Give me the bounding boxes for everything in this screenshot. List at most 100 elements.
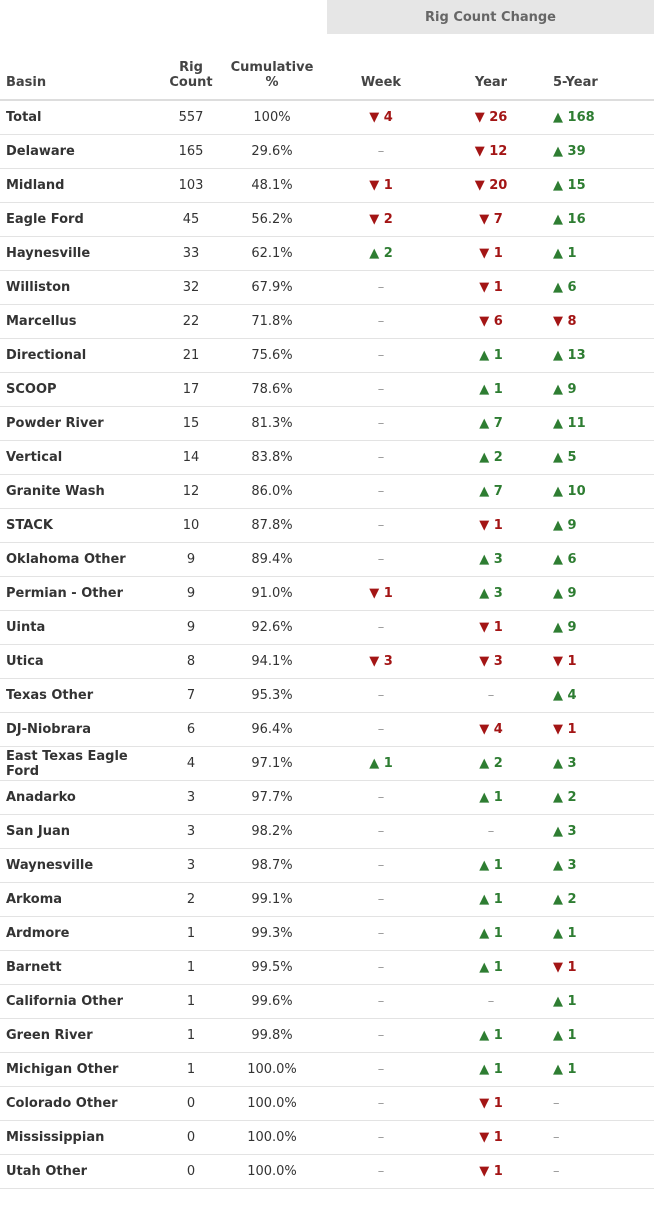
table-cell: ▲ 11 <box>542 406 654 441</box>
table-cell: ▼ 1 <box>542 644 654 679</box>
table-cell: 1 <box>160 984 222 1019</box>
table-cell: 100.0% <box>222 1154 322 1189</box>
table-cell: 99.5% <box>222 950 322 985</box>
table-cell: – <box>322 1120 440 1155</box>
table-cell: 22 <box>160 304 222 339</box>
table-cell: 1 <box>160 1018 222 1053</box>
table-cell: ▲ 3 <box>440 576 542 611</box>
table-cell: 9 <box>160 576 222 611</box>
table-cell: Arkoma <box>0 882 160 917</box>
table-cell: Michigan Other <box>0 1052 160 1087</box>
table-cell: ▲ 1 <box>542 1052 654 1087</box>
table-cell: ▲ 5 <box>542 440 654 475</box>
table-cell: ▼ 4 <box>322 100 440 135</box>
table-cell: 92.6% <box>222 610 322 645</box>
table-cell: ▼ 12 <box>440 134 542 169</box>
table-cell: – <box>322 134 440 169</box>
table-cell: ▲ 7 <box>440 474 542 509</box>
table-cell: – <box>322 508 440 543</box>
table-cell: 29.6% <box>222 134 322 169</box>
table-cell: – <box>322 440 440 475</box>
table-cell: Utica <box>0 644 160 679</box>
table-cell: – <box>322 712 440 747</box>
table-cell: Vertical <box>0 440 160 475</box>
table-cell: – <box>322 1154 440 1189</box>
column-header: Cumulative % <box>222 34 322 101</box>
table-cell: 99.6% <box>222 984 322 1019</box>
table-cell: – <box>322 984 440 1019</box>
table-cell: 33 <box>160 236 222 271</box>
table-cell: 1 <box>160 916 222 951</box>
table-cell: 100.0% <box>222 1052 322 1087</box>
table-cell: ▼ 8 <box>542 304 654 339</box>
table-cell: ▲ 1 <box>440 848 542 883</box>
table-cell: – <box>322 1086 440 1121</box>
table-cell: Anadarko <box>0 780 160 815</box>
table-cell: ▲ 1 <box>440 882 542 917</box>
table-row: East Texas Eagle Ford 4 97.1% ▲ 1 ▲ 2 ▲ 3 <box>0 746 654 781</box>
table-cell: 103 <box>160 168 222 203</box>
table-cell: ▼ 2 <box>322 202 440 237</box>
table-cell: 21 <box>160 338 222 373</box>
table-cell: – <box>440 814 542 849</box>
table-cell: 100.0% <box>222 1086 322 1121</box>
table-cell: ▲ 3 <box>542 814 654 849</box>
table-row: Granite Wash 12 86.0% – ▲ 7 ▲ 10 <box>0 474 654 509</box>
table-cell: 100% <box>222 100 322 135</box>
table-row: San Juan 3 98.2% – – ▲ 3 <box>0 814 654 849</box>
table-cell: ▼ 1 <box>322 168 440 203</box>
table-row: Williston 32 67.9% – ▼ 1 ▲ 6 <box>0 270 654 305</box>
table-cell: ▼ 1 <box>440 508 542 543</box>
table-cell: – <box>322 372 440 407</box>
table-cell: – <box>322 474 440 509</box>
table-cell: ▲ 7 <box>440 406 542 441</box>
table-cell: San Juan <box>0 814 160 849</box>
table-row: Waynesville 3 98.7% – ▲ 1 ▲ 3 <box>0 848 654 883</box>
table-cell: Delaware <box>0 134 160 169</box>
table-cell: Green River <box>0 1018 160 1053</box>
table-cell: 98.2% <box>222 814 322 849</box>
table-cell: 0 <box>160 1120 222 1155</box>
table-cell: ▲ 1 <box>440 950 542 985</box>
table-cell: ▼ 1 <box>440 1086 542 1121</box>
table-row: Colorado Other 0 100.0% – ▼ 1– <box>0 1086 654 1121</box>
table-cell: California Other <box>0 984 160 1019</box>
table-cell: 8 <box>160 644 222 679</box>
table-row: STACK 10 87.8% – ▼ 1 ▲ 9 <box>0 508 654 543</box>
table-cell: ▲ 3 <box>542 746 654 781</box>
table-cell: ▲ 4 <box>542 678 654 713</box>
table-cell: – <box>322 780 440 815</box>
table-row: Utica 8 94.1% ▼ 3 ▼ 3 ▼ 1 <box>0 644 654 679</box>
table-cell: – <box>322 1052 440 1087</box>
table-cell: 12 <box>160 474 222 509</box>
group-title: Rig Count Change <box>327 0 654 34</box>
table-cell: 15 <box>160 406 222 441</box>
column-header: Year <box>440 34 542 101</box>
table-cell: ▲ 2 <box>322 236 440 271</box>
table-row: Uinta 9 92.6% – ▼ 1 ▲ 9 <box>0 610 654 645</box>
table-cell: 100.0% <box>222 1120 322 1155</box>
table-cell: ▲ 1 <box>542 984 654 1019</box>
table-cell: ▼ 20 <box>440 168 542 203</box>
table-cell: – <box>322 678 440 713</box>
table-cell: 6 <box>160 712 222 747</box>
table-cell: 99.3% <box>222 916 322 951</box>
table-cell: – <box>322 406 440 441</box>
table-cell: ▲ 13 <box>542 338 654 373</box>
table-cell: 32 <box>160 270 222 305</box>
table-row: Powder River 15 81.3% – ▲ 7 ▲ 11 <box>0 406 654 441</box>
column-header: Rig Count <box>160 34 222 101</box>
table-row: Ardmore 1 99.3% – ▲ 1 ▲ 1 <box>0 916 654 951</box>
table-cell: 3 <box>160 814 222 849</box>
table-row: Arkoma 2 99.1% – ▲ 1 ▲ 2 <box>0 882 654 917</box>
table-row: Mississippian 0 100.0% – ▼ 1– <box>0 1120 654 1155</box>
table-cell: ▼ 26 <box>440 100 542 135</box>
table-cell: 67.9% <box>222 270 322 305</box>
group-header: Rig Count Change <box>0 0 654 34</box>
table-cell: 1 <box>160 1052 222 1087</box>
table-cell: 83.8% <box>222 440 322 475</box>
table-cell: ▼ 4 <box>440 712 542 747</box>
header-row: Basin Rig Count Cumulative % Week Year 5-Year <box>0 34 654 101</box>
table-row: Oklahoma Other 9 89.4% – ▲ 3 ▲ 6 <box>0 542 654 577</box>
table-row: Michigan Other 1 100.0% – ▲ 1 ▲ 1 <box>0 1052 654 1087</box>
